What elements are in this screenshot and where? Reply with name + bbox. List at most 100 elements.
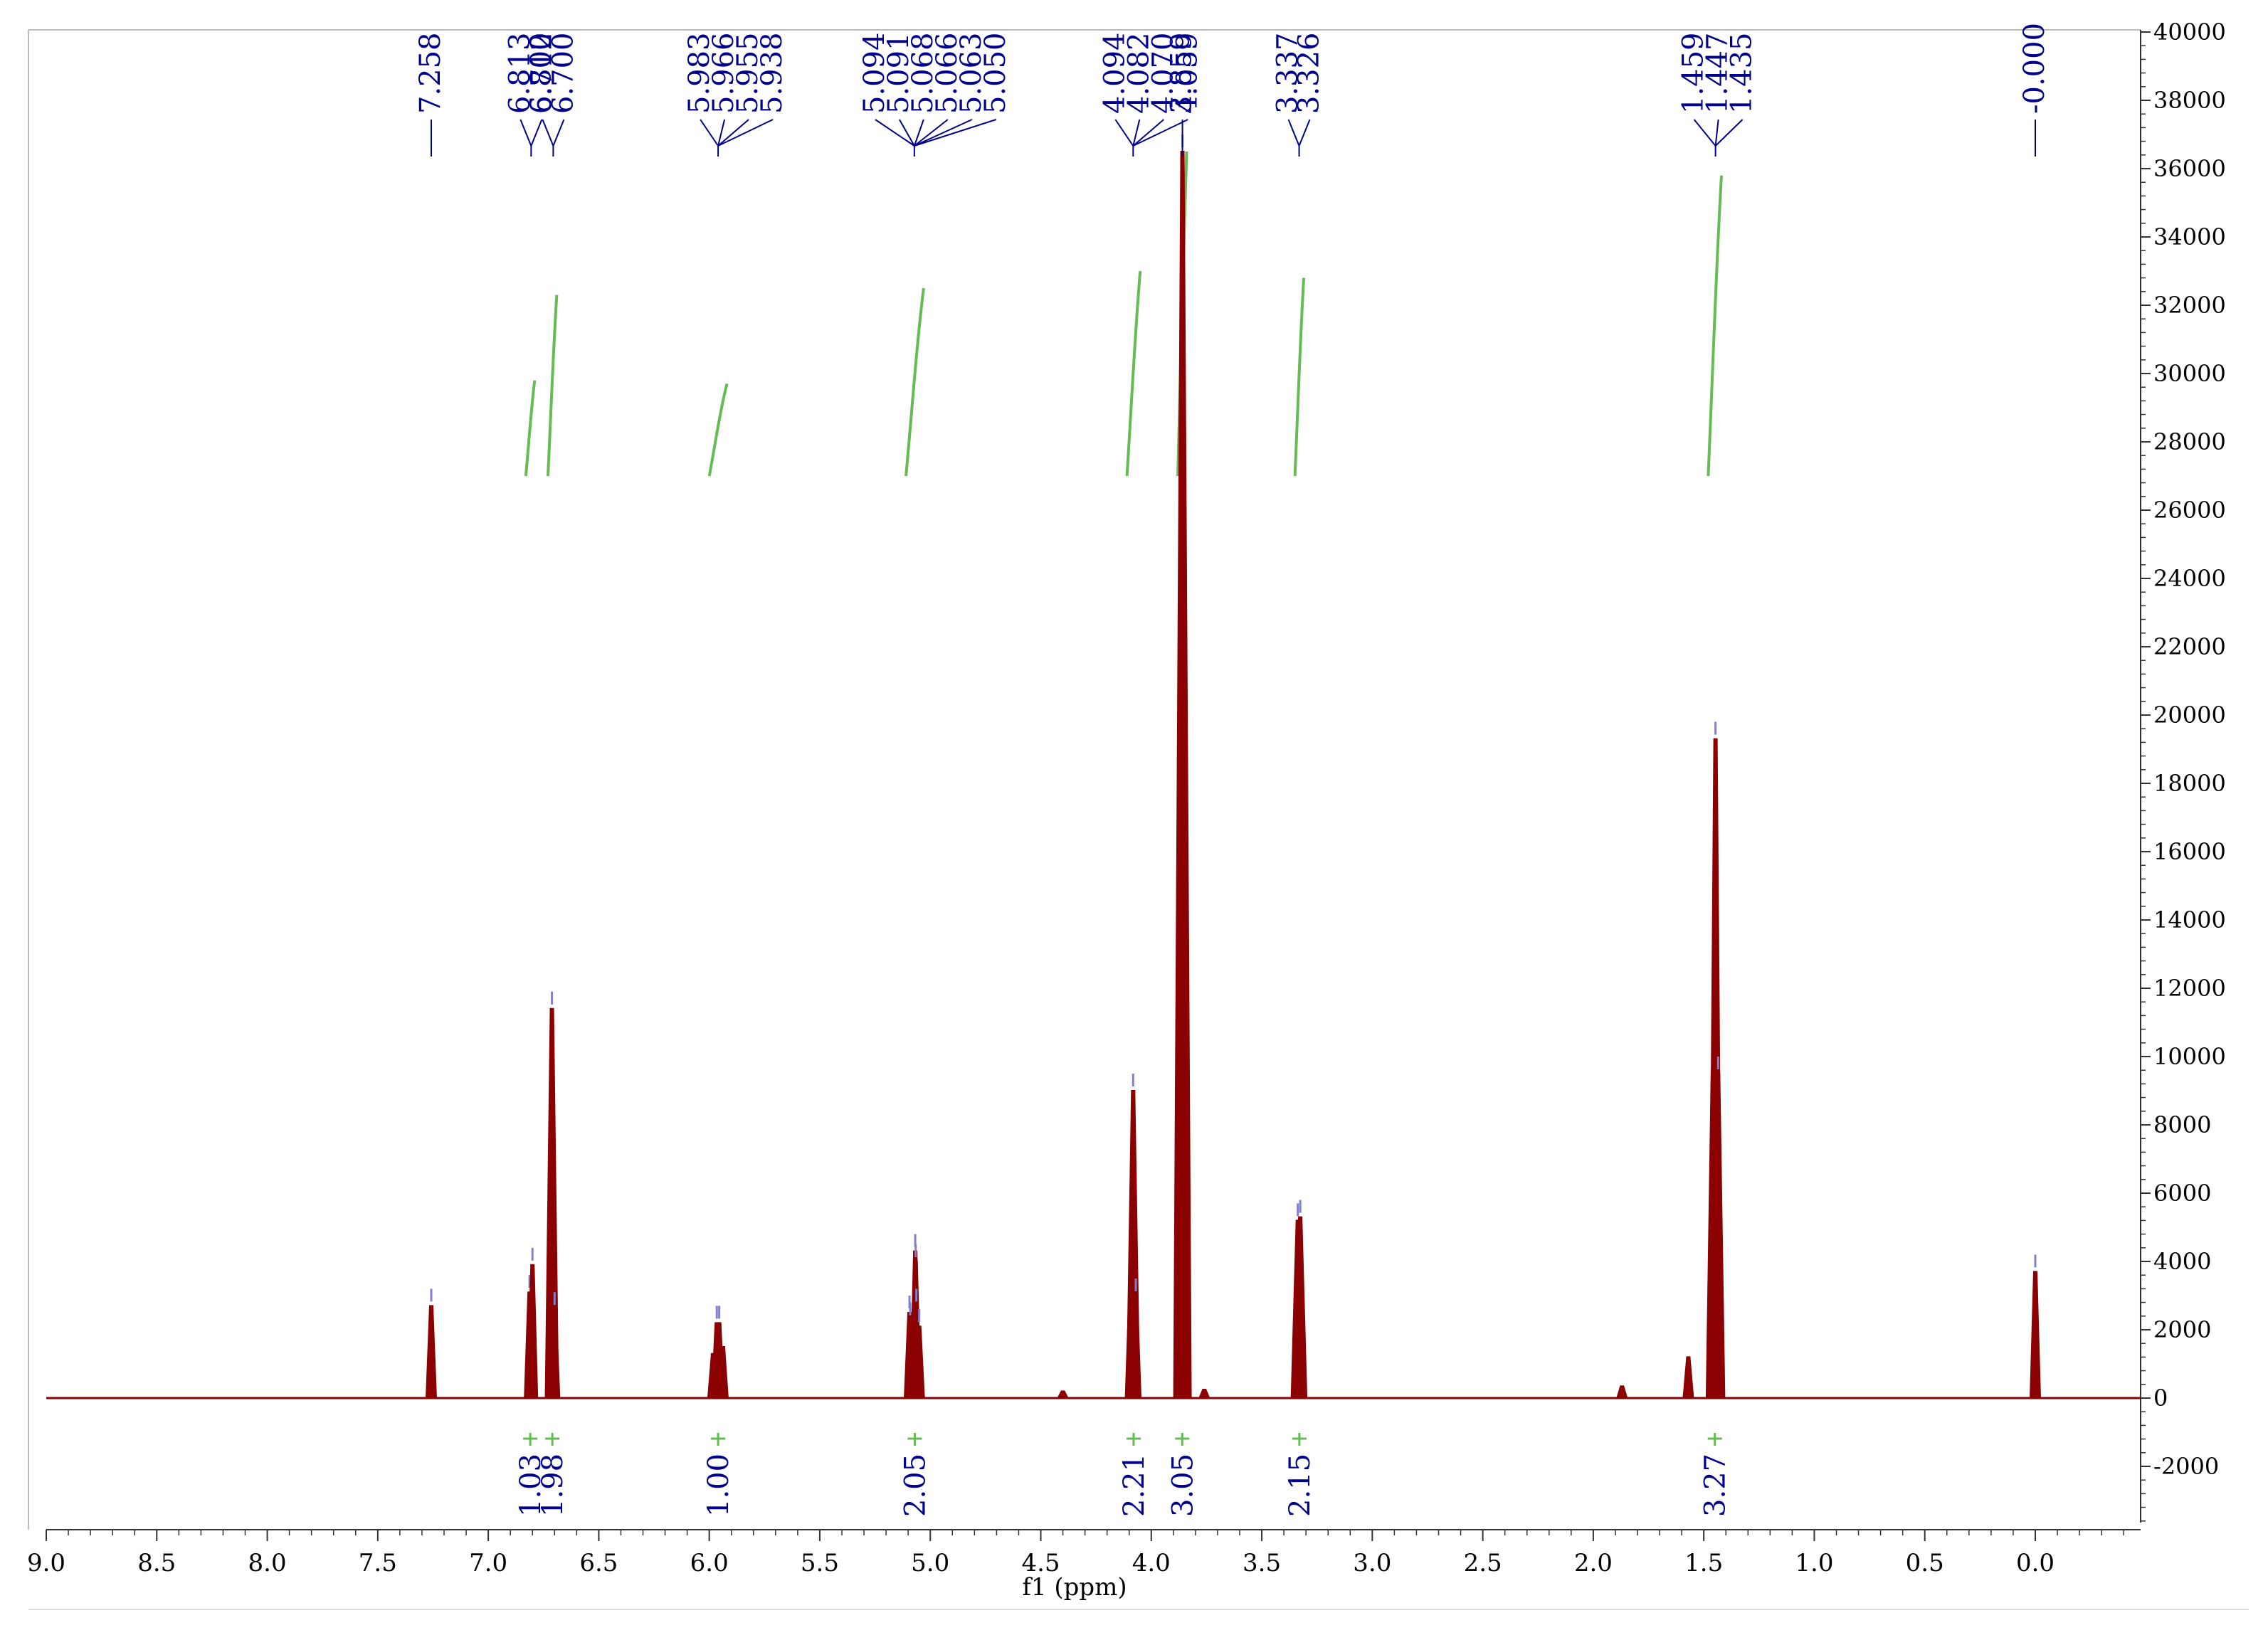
y-tick-label: 10000 bbox=[2153, 1043, 2226, 1070]
y-tick-label: 6000 bbox=[2153, 1180, 2211, 1207]
peak-label: -0.000 bbox=[2018, 23, 2051, 114]
x-tick-label: 8.5 bbox=[137, 1549, 176, 1577]
integral-value: 3.27 bbox=[1699, 1454, 1732, 1517]
peak-label: 4.082 bbox=[1122, 32, 1155, 114]
spectrum-peak bbox=[1173, 151, 1192, 1399]
spectrum-peak bbox=[1711, 1073, 1726, 1399]
plot-frame bbox=[28, 29, 2249, 1610]
peak-label: 5.983 bbox=[683, 32, 716, 114]
integral-curve bbox=[524, 380, 537, 477]
x-tick-label: 6.5 bbox=[579, 1549, 618, 1577]
peak-label: 4.070 bbox=[1146, 32, 1179, 114]
x-tick-label: 1.5 bbox=[1684, 1549, 1723, 1577]
x-axis-title: f1 (ppm) bbox=[1022, 1573, 1127, 1602]
integral-value: 2.05 bbox=[899, 1454, 932, 1517]
peak-label-connector bbox=[914, 119, 997, 147]
peak-label-connector bbox=[1132, 119, 1188, 147]
peak-label-connector bbox=[875, 119, 915, 147]
peak-label: 1.447 bbox=[1702, 32, 1734, 114]
x-tick-label: 3.0 bbox=[1353, 1549, 1391, 1577]
integral-value: 2.15 bbox=[1284, 1454, 1317, 1517]
peak-label-connector bbox=[1693, 119, 1716, 147]
peak-label-connector bbox=[1714, 119, 1744, 147]
peak-label: 3.326 bbox=[1293, 32, 1326, 114]
y-tick-label: 38000 bbox=[2153, 87, 2226, 114]
peak-label-connector bbox=[898, 119, 915, 147]
peak-label: 4.094 bbox=[1098, 32, 1131, 114]
y-tick-label: 30000 bbox=[2153, 360, 2226, 387]
y-tick-label: 8000 bbox=[2153, 1111, 2211, 1138]
y-axis: 4000038000360003400032000300002800026000… bbox=[2140, 18, 2226, 1523]
x-tick-label: 0.5 bbox=[1906, 1549, 1944, 1577]
peak-label-connector bbox=[530, 119, 543, 147]
integral-curve bbox=[904, 287, 925, 477]
y-tick-label: 0 bbox=[2153, 1385, 2168, 1412]
x-tick-label: 2.5 bbox=[1464, 1549, 1502, 1577]
y-tick-label: 34000 bbox=[2153, 223, 2226, 250]
y-tick-label: -2000 bbox=[2153, 1453, 2219, 1480]
integral-curve bbox=[1293, 277, 1306, 477]
x-tick-label: 7.5 bbox=[359, 1549, 397, 1577]
spectrum-peak bbox=[717, 1346, 729, 1399]
peak-label: 5.050 bbox=[979, 32, 1012, 114]
peak-label-connector bbox=[914, 119, 973, 147]
y-tick-label: 24000 bbox=[2153, 565, 2226, 592]
y-tick-label: 14000 bbox=[2153, 906, 2226, 933]
peak-label-connector bbox=[717, 119, 749, 147]
peak-label-connector bbox=[552, 119, 565, 147]
peak-label-connector bbox=[1132, 119, 1164, 147]
x-tick-label: 3.5 bbox=[1243, 1549, 1281, 1577]
peak-label-connector bbox=[1132, 119, 1141, 147]
peak-label: 5.094 bbox=[858, 32, 891, 114]
peak-label-connector bbox=[1287, 119, 1300, 147]
y-tick-label: 4000 bbox=[2153, 1248, 2211, 1275]
spectrum-peak bbox=[527, 1264, 539, 1399]
spectrum-trace bbox=[46, 134, 2141, 1399]
peak-label: 6.712 bbox=[525, 32, 558, 114]
integral-labels: 1.031.98 1.00 2.05 2.21 3.05 2.15 3.27 bbox=[515, 1433, 1732, 1517]
integral-curve bbox=[1707, 175, 1724, 477]
y-tick-label: 2000 bbox=[2153, 1316, 2211, 1343]
peak-label-connector bbox=[1114, 119, 1134, 147]
x-tick-label: 4.0 bbox=[1132, 1549, 1171, 1577]
peak-label: 5.066 bbox=[931, 32, 964, 114]
peak-label: 3.337 bbox=[1272, 32, 1304, 114]
y-tick-label: 22000 bbox=[2153, 633, 2226, 660]
peak-label: 6.813 bbox=[503, 32, 536, 114]
peak-label: 5.966 bbox=[707, 32, 740, 114]
x-tick-label: 8.0 bbox=[248, 1549, 287, 1577]
integral-value: 2.21 bbox=[1118, 1454, 1151, 1517]
peak-label: 6.800 bbox=[524, 32, 557, 114]
peak-label: 3.859 bbox=[1166, 32, 1198, 114]
x-tick-label: 5.0 bbox=[911, 1549, 949, 1577]
integral-value: 1.98 bbox=[537, 1454, 569, 1517]
spectrum-peak bbox=[2029, 1271, 2042, 1399]
y-tick-label: 26000 bbox=[2153, 497, 2226, 524]
peak-label-connector bbox=[717, 119, 774, 147]
peak-label-connector bbox=[700, 119, 719, 147]
y-tick-label: 20000 bbox=[2153, 702, 2226, 729]
peak-label: 5.938 bbox=[756, 32, 788, 114]
peak-label-connector bbox=[1298, 119, 1311, 147]
peak-label-connector bbox=[914, 119, 949, 147]
y-tick-label: 32000 bbox=[2153, 292, 2226, 319]
x-tick-label: 1.0 bbox=[1795, 1549, 1833, 1577]
x-tick-label: 5.5 bbox=[801, 1549, 839, 1577]
x-tick-label: 9.0 bbox=[27, 1549, 65, 1577]
spectrum-peak bbox=[425, 1305, 438, 1399]
peak-label: 5.091 bbox=[882, 32, 915, 114]
x-axis: 9.0 8.5 8.0 7.5 7.0 6.5 6.0 5.5 5.0 4.5 4.0 3.5 3.0 2… bbox=[27, 1529, 2141, 1577]
integral-curve bbox=[707, 383, 729, 477]
x-tick-label: 2.0 bbox=[1574, 1549, 1613, 1577]
integral-value: 1.03 bbox=[515, 1454, 547, 1517]
integral-curve bbox=[546, 295, 559, 477]
x-tick-label: 0.0 bbox=[2016, 1549, 2055, 1577]
peak-label: 4.059 bbox=[1171, 32, 1203, 114]
spectrum-peak bbox=[913, 1325, 925, 1399]
peak-label: 5.955 bbox=[732, 32, 764, 114]
peak-label-connector bbox=[717, 119, 726, 147]
spectrum-peak bbox=[1682, 1356, 1694, 1399]
y-tick-label: 28000 bbox=[2153, 428, 2226, 455]
